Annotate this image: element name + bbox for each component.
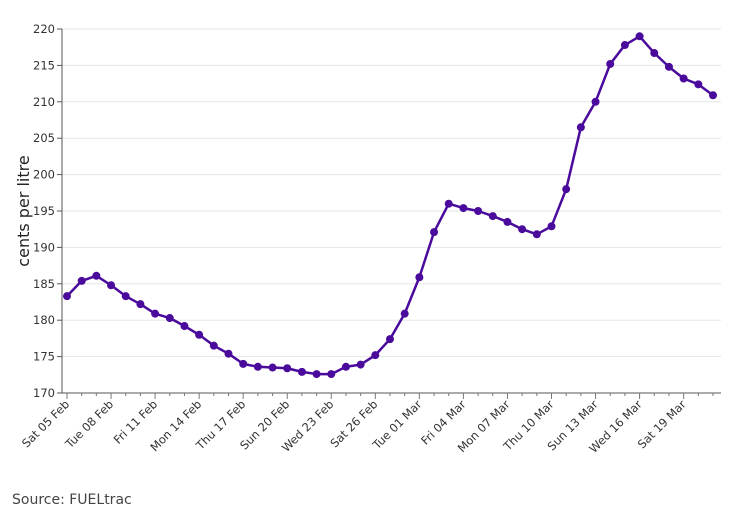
data-point [121, 292, 130, 301]
data-point [136, 300, 145, 309]
data-point [239, 359, 248, 368]
data-point [77, 276, 86, 285]
data-point [341, 362, 350, 371]
y-tick-label: 180 [33, 313, 55, 327]
data-point [268, 363, 277, 372]
data-point [283, 364, 292, 373]
data-point [650, 49, 659, 58]
data-point [532, 230, 541, 239]
y-tick-label: 175 [33, 350, 55, 364]
gridlines [62, 28, 721, 358]
data-point [591, 97, 600, 106]
data-point [709, 91, 717, 100]
data-point [386, 335, 394, 344]
y-tick-label: 205 [33, 131, 55, 145]
data-point [297, 367, 306, 376]
data-point [224, 349, 233, 358]
data-point [415, 273, 424, 282]
data-point [371, 351, 380, 360]
data-point [547, 222, 556, 231]
source-note: Source: FUELtrac [12, 492, 132, 508]
y-tick-label: 200 [33, 168, 55, 182]
data-point [430, 228, 439, 237]
data-point [400, 309, 409, 318]
data-point [151, 309, 160, 318]
y-tick-label: 190 [33, 240, 55, 254]
data-point [107, 281, 116, 290]
data-point [576, 123, 585, 132]
y-tick-label: 210 [33, 95, 55, 109]
data-point [474, 207, 483, 215]
data-point [488, 212, 497, 221]
data-point [694, 80, 703, 89]
data-point [518, 225, 527, 234]
data-point [165, 314, 174, 323]
data-point [562, 185, 571, 194]
data-point [503, 217, 512, 226]
y-tick-label: 215 [33, 58, 55, 72]
x-tick-label: Sat 19 Mar [635, 397, 689, 451]
data-point [606, 59, 615, 68]
data-point [459, 204, 468, 213]
y-tick-label: 220 [33, 22, 55, 36]
data-point [180, 322, 189, 331]
data-point [253, 362, 262, 371]
data-point [209, 341, 218, 350]
y-tick-label: 195 [33, 204, 55, 218]
data-point [635, 32, 644, 41]
data-point [195, 330, 204, 339]
price-line [66, 35, 714, 376]
data-point [63, 292, 71, 301]
data-point [664, 62, 673, 71]
y-tick-label: 170 [33, 386, 55, 400]
y-axis-label: cents per litre [14, 155, 33, 266]
y-tick-label: 185 [33, 277, 55, 291]
data-point [312, 370, 321, 379]
data-point [679, 74, 688, 83]
data-point [356, 360, 365, 369]
data-point [444, 199, 453, 208]
data-point [620, 41, 629, 50]
data-point [92, 271, 101, 280]
series-line [63, 32, 717, 379]
data-point [327, 370, 336, 379]
